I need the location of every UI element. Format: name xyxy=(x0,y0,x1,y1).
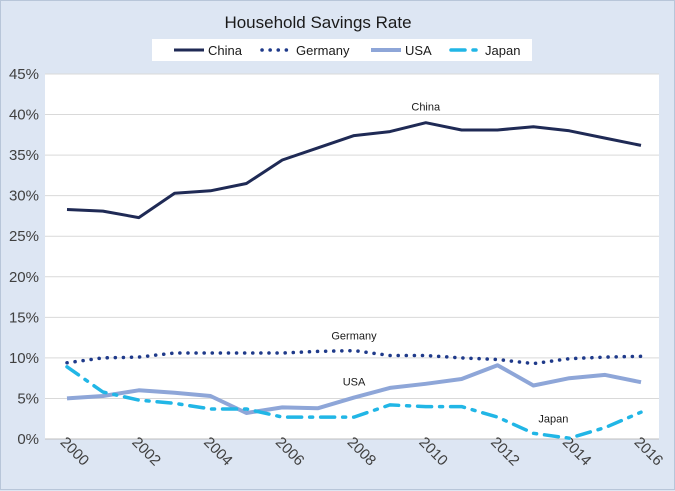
chart-title: Household Savings Rate xyxy=(224,13,411,32)
legend-label-usa: USA xyxy=(405,43,432,58)
y-tick-label: 25% xyxy=(9,228,39,245)
legend-label-china: China xyxy=(208,43,243,58)
annotation-japan: Japan xyxy=(538,413,568,425)
y-tick-label: 0% xyxy=(17,431,39,448)
y-tick-label: 45% xyxy=(9,66,39,83)
y-tick-label: 10% xyxy=(9,350,39,367)
y-tick-label: 5% xyxy=(17,390,39,407)
y-tick-label: 20% xyxy=(9,269,39,286)
y-tick-label: 40% xyxy=(9,107,39,124)
y-tick-label: 35% xyxy=(9,147,39,164)
annotation-china: China xyxy=(411,102,441,114)
annotation-usa: USA xyxy=(343,377,366,389)
y-tick-label: 30% xyxy=(9,188,39,205)
legend-label-japan: Japan xyxy=(485,43,520,58)
x-tick-label: 2016 xyxy=(631,434,667,470)
y-axis-ticks: 0% 5% 10% 15% 20% 25% 30% 35% 40% 45% xyxy=(9,66,39,448)
y-tick-label: 15% xyxy=(9,309,39,326)
annotation-germany: Germany xyxy=(331,331,377,343)
legend-label-germany: Germany xyxy=(296,43,350,58)
